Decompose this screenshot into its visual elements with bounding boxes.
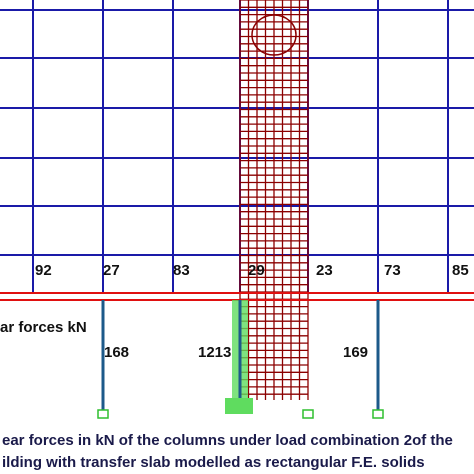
beam-force-label: 73 (384, 262, 401, 279)
support (302, 409, 314, 419)
beam-force-label: 23 (316, 262, 333, 279)
beam-force-label: 27 (103, 262, 120, 279)
beam-force-label: 85 (452, 262, 469, 279)
fe-mesh (239, 0, 309, 400)
legend-text: ar forces kN (0, 319, 87, 336)
column-force-label: 169 (343, 344, 368, 361)
column-force-label: 168 (104, 344, 129, 361)
lower-columns (97, 300, 384, 419)
beam-force-label: 83 (173, 262, 190, 279)
caption-line: ear forces in kN of the columns under lo… (2, 432, 453, 449)
caption-line: ilding with transfer slab modelled as re… (2, 454, 425, 471)
column-force-label: 1213 (198, 344, 231, 361)
support (372, 409, 384, 419)
frame-grid (0, 0, 474, 293)
beam-force-label: 29 (248, 262, 265, 279)
labels: 92 27 83 29 23 73 85 168 1213 169 (35, 262, 469, 361)
mesh-opening (251, 14, 297, 56)
beam-force-label: 92 (35, 262, 52, 279)
support (97, 409, 109, 419)
support (225, 398, 253, 414)
